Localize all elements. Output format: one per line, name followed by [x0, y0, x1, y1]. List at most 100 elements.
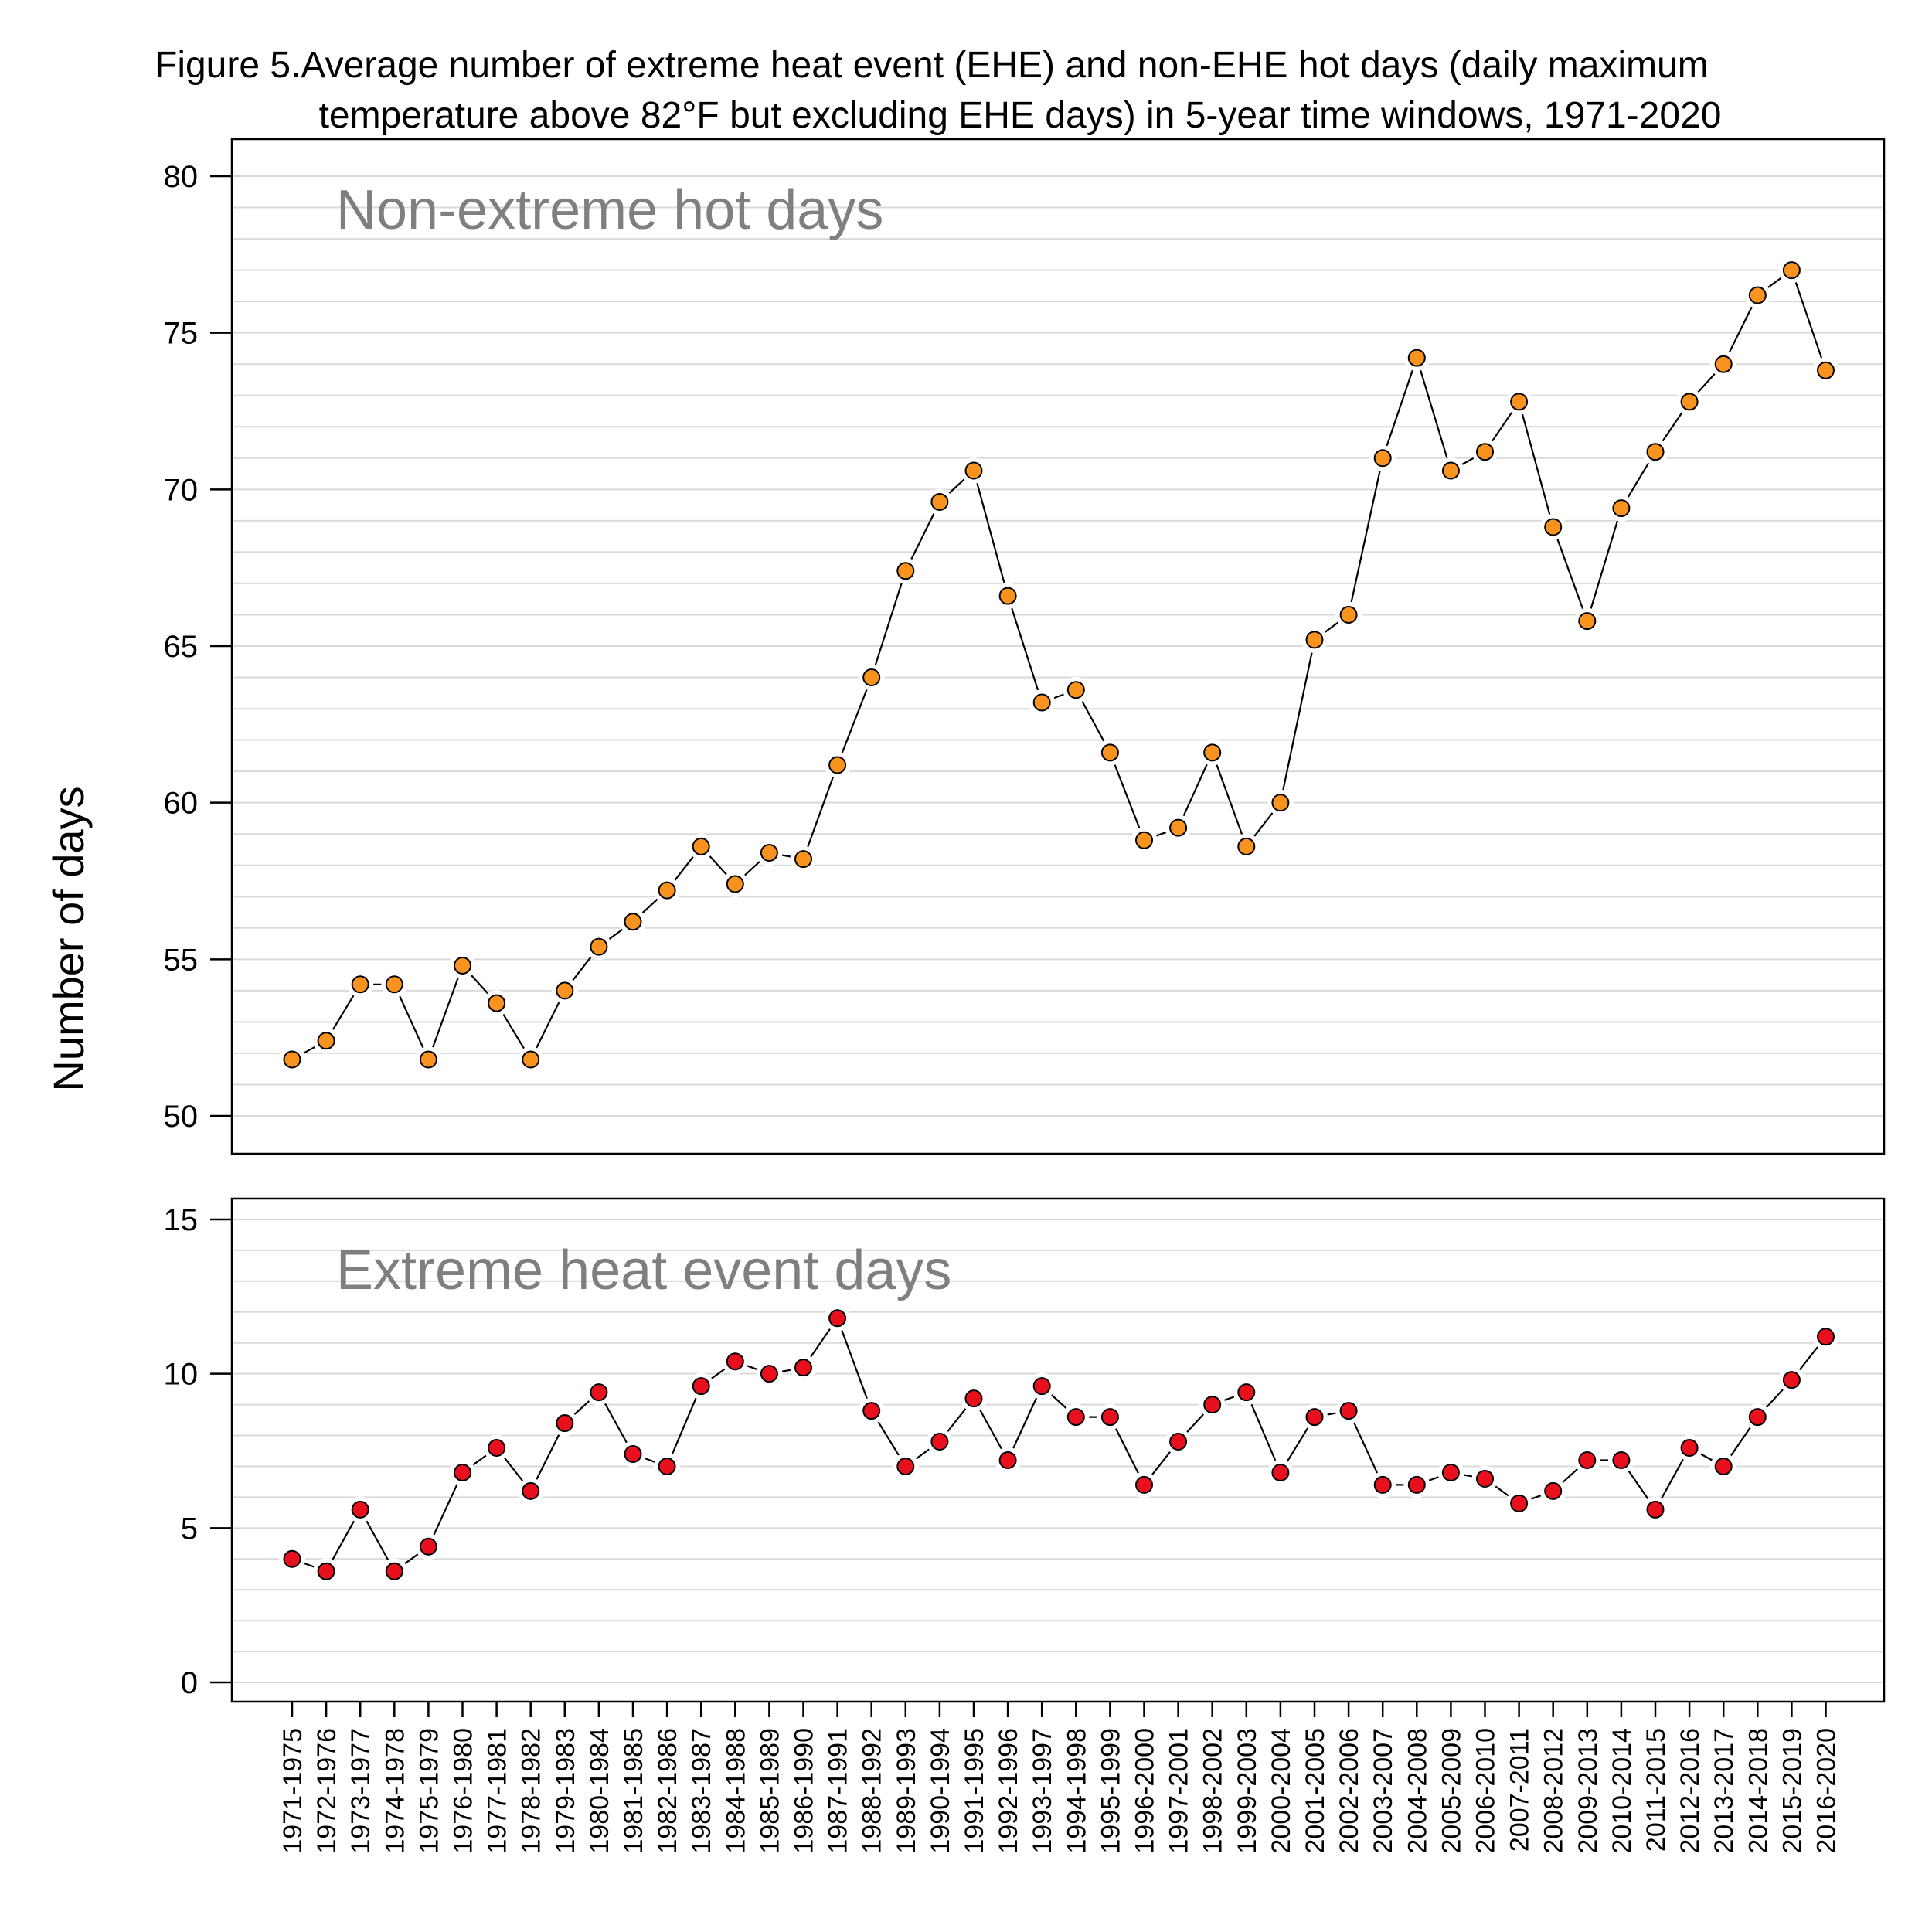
data-point-ehe-29	[1271, 1463, 1290, 1481]
data-point-ehe-38	[1578, 1451, 1597, 1469]
data-point-ehe-14	[760, 1365, 778, 1383]
data-point-ehe-33	[1407, 1475, 1426, 1494]
x-tick-label-8: 1979-1983	[551, 1728, 580, 1854]
y-tick-label-nonehe-65: 65	[164, 630, 199, 664]
x-tick-label-12: 1983-1987	[687, 1728, 716, 1854]
x-tick-label-17: 1988-1992	[858, 1728, 887, 1854]
data-point-ehe-1	[317, 1562, 335, 1580]
data-point-ehe-30	[1305, 1408, 1324, 1427]
x-tick-label-31: 2002-2006	[1335, 1728, 1364, 1854]
x-tick-label-32: 2003-2007	[1369, 1728, 1398, 1854]
data-point-ehe-3	[385, 1562, 403, 1580]
x-tick-label-4: 1975-1979	[414, 1728, 444, 1854]
data-point-nonehe-26	[1169, 818, 1188, 837]
data-point-ehe-27	[1203, 1396, 1222, 1414]
data-point-ehe-15	[794, 1359, 812, 1377]
data-point-ehe-32	[1373, 1475, 1392, 1494]
y-tick-label-ehe-15: 15	[164, 1203, 199, 1237]
x-tick-label-27: 1998-2002	[1199, 1728, 1228, 1854]
chart-title-line-1: Figure 5.Average number of extreme heat …	[155, 45, 1709, 86]
data-point-nonehe-18	[896, 562, 915, 580]
data-point-nonehe-24	[1100, 743, 1119, 762]
data-point-nonehe-32	[1373, 449, 1392, 468]
data-point-nonehe-45	[1817, 361, 1835, 379]
data-point-ehe-0	[283, 1549, 301, 1568]
data-point-ehe-2	[351, 1500, 369, 1519]
y-tick-label-nonehe-70: 70	[164, 473, 199, 507]
data-point-ehe-23	[1066, 1408, 1085, 1427]
y-tick-label-nonehe-75: 75	[164, 317, 199, 351]
y-tick-label-nonehe-55: 55	[164, 943, 199, 977]
data-point-nonehe-14	[760, 844, 778, 862]
plot-frame-ehe	[230, 1197, 1886, 1703]
data-point-nonehe-2	[351, 975, 369, 994]
data-point-ehe-43	[1748, 1408, 1767, 1427]
data-point-nonehe-11	[658, 881, 676, 900]
x-tick-label-16: 1987-1991	[824, 1728, 853, 1854]
data-point-nonehe-40	[1646, 443, 1665, 461]
x-tick-label-9: 1980-1984	[585, 1728, 614, 1854]
data-point-nonehe-44	[1782, 261, 1801, 280]
data-point-ehe-45	[1817, 1328, 1835, 1346]
data-point-nonehe-10	[624, 913, 642, 931]
x-tick-label-35: 2006-2010	[1471, 1728, 1501, 1854]
data-point-nonehe-38	[1578, 612, 1597, 631]
data-point-nonehe-21	[998, 587, 1017, 605]
x-tick-label-41: 2012-2016	[1675, 1728, 1705, 1854]
chart-title-line-2: temperature above 82°F but excluding EHE…	[319, 95, 1722, 136]
data-point-nonehe-41	[1680, 393, 1699, 411]
x-tick-label-14: 1985-1989	[755, 1728, 784, 1854]
panel-label-ehe: Extreme heat event days	[336, 1240, 951, 1301]
data-point-ehe-4	[419, 1537, 437, 1556]
x-tick-label-3: 1974-1978	[380, 1728, 410, 1854]
data-point-ehe-34	[1441, 1463, 1460, 1481]
data-point-nonehe-4	[419, 1050, 437, 1069]
data-point-nonehe-7	[522, 1050, 540, 1069]
x-tick-label-40: 2011-2015	[1641, 1728, 1671, 1852]
data-point-nonehe-15	[794, 850, 812, 869]
x-tick-label-10: 1981-1985	[619, 1728, 648, 1854]
data-point-ehe-9	[590, 1383, 608, 1402]
data-point-ehe-18	[896, 1457, 915, 1475]
data-point-nonehe-42	[1714, 355, 1733, 373]
y-tick-label-ehe-5: 5	[181, 1512, 198, 1546]
data-point-nonehe-30	[1305, 631, 1324, 649]
x-tick-label-42: 2013-2017	[1709, 1728, 1739, 1854]
data-point-ehe-37	[1544, 1481, 1563, 1500]
data-point-nonehe-34	[1441, 461, 1460, 480]
data-point-ehe-8	[556, 1414, 574, 1433]
x-tick-label-38: 2009-2013	[1573, 1728, 1603, 1854]
x-tick-label-37: 2008-2012	[1539, 1728, 1569, 1854]
data-point-nonehe-29	[1271, 794, 1290, 812]
data-point-nonehe-28	[1237, 837, 1256, 855]
data-point-ehe-41	[1680, 1439, 1699, 1458]
data-point-nonehe-1	[317, 1032, 335, 1050]
data-point-nonehe-31	[1339, 605, 1358, 624]
data-point-nonehe-5	[454, 956, 471, 975]
y-axis-label: Number of days	[44, 786, 93, 1091]
x-tick-label-22: 1993-1997	[1028, 1728, 1057, 1854]
data-point-nonehe-13	[726, 875, 744, 893]
data-point-nonehe-9	[590, 937, 608, 956]
x-tick-label-29: 2000-2004	[1267, 1728, 1296, 1854]
data-point-nonehe-36	[1510, 393, 1529, 411]
panel-nonehe: 50 55 60 65 70 75 80 Non-extreme hot days	[164, 138, 1886, 1155]
x-tick-label-28: 1999-2003	[1233, 1728, 1262, 1854]
chart-panels: 50 55 60 65 70 75 80 Non-extreme hot days 0 5 10 15…	[164, 138, 1886, 1854]
y-tick-label-nonehe-80: 80	[164, 160, 199, 194]
data-point-nonehe-17	[862, 668, 881, 687]
data-point-ehe-22	[1032, 1377, 1051, 1396]
data-point-ehe-17	[862, 1402, 881, 1420]
data-point-ehe-11	[658, 1457, 676, 1475]
data-point-ehe-28	[1237, 1383, 1256, 1402]
data-point-nonehe-25	[1135, 831, 1153, 849]
data-point-ehe-36	[1510, 1494, 1529, 1512]
data-point-nonehe-27	[1203, 743, 1222, 762]
data-point-ehe-12	[692, 1377, 710, 1396]
panel-label-nonehe: Non-extreme hot days	[336, 179, 883, 241]
x-tick-label-33: 2004-2008	[1403, 1728, 1432, 1854]
data-point-ehe-35	[1476, 1469, 1494, 1488]
data-point-ehe-24	[1100, 1408, 1119, 1427]
